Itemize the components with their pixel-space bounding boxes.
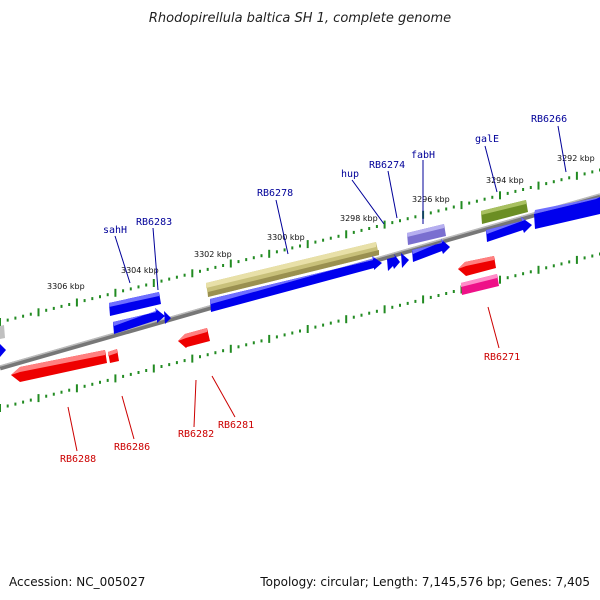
gene-label-rb6266[interactable]: RB6266 (531, 114, 567, 125)
gene-feature-rb6284[interactable] (164, 311, 171, 324)
gene-label-rb6282[interactable]: RB6282 (178, 429, 214, 440)
gene-label-rb6286[interactable]: RB6286 (114, 442, 150, 453)
scale-label: 3294 kbp (486, 176, 524, 185)
gene-label-rb6281[interactable]: RB6281 (218, 420, 254, 431)
gene-feature-rb6273[interactable] (412, 239, 450, 262)
gene-feature-hup[interactable] (387, 254, 400, 271)
gene-label-sahh[interactable]: sahH (103, 225, 127, 236)
gene-feature-fabh[interactable] (407, 224, 446, 245)
gene-feature-rb6266[interactable] (534, 197, 600, 229)
gene-feature-edge-left[interactable] (0, 325, 6, 357)
reverse-gene-labels: RB6271 RB6281 RB6282 RB6286 RB6288 (60, 352, 520, 465)
gene-feature-rb6268[interactable] (486, 217, 532, 242)
gene-label-hup[interactable]: hup (341, 169, 359, 180)
gene-label-rb6288[interactable]: RB6288 (60, 454, 96, 465)
gene-label-fabh[interactable]: fabH (411, 150, 435, 161)
scale-label: 3302 kbp (194, 250, 232, 259)
genome-title: Rhodopirellula baltica SH 1, complete ge… (149, 11, 451, 26)
gene-feature-sahh[interactable] (109, 292, 161, 316)
reverse-scale-track (0, 252, 600, 412)
scale-label: 3296 kbp (412, 195, 450, 204)
reverse-strand-genes (11, 256, 499, 382)
gene-feature-rb6278-khaki[interactable] (206, 242, 379, 297)
scale-label: 3300 kbp (267, 233, 305, 242)
gene-feature-rb6278[interactable] (210, 256, 382, 312)
accession-text: Accession: NC_005027 (9, 575, 145, 589)
scale-label: 3298 kbp (340, 214, 378, 223)
scale-label: 3304 kbp (121, 266, 159, 275)
gene-label-rb6283[interactable]: RB6283 (136, 217, 172, 228)
scale-labels: 3292 kbp 3294 kbp 3296 kbp 3298 kbp 3300… (47, 154, 595, 291)
forward-scale-track (0, 168, 600, 326)
gene-feature-rb6274[interactable] (401, 253, 409, 268)
gene-label-rb6274[interactable]: RB6274 (369, 160, 405, 171)
gene-label-rb6278[interactable]: RB6278 (257, 188, 293, 199)
scale-label: 3306 kbp (47, 282, 85, 291)
forward-strand-genes (0, 197, 600, 357)
genome-summary-text: Topology: circular; Length: 7,145,576 bp… (259, 575, 590, 589)
gene-feature-rb6271[interactable] (461, 274, 499, 295)
gene-feature-rb6283[interactable] (113, 308, 165, 334)
gene-feature-gale[interactable] (481, 200, 528, 224)
scale-label: 3292 kbp (557, 154, 595, 163)
gene-feature-rb6288[interactable] (11, 350, 107, 382)
forward-gene-labels: RB6266 galE fabH RB6274 hup RB6278 RB628… (103, 114, 567, 236)
gene-feature-rb6270[interactable] (458, 256, 496, 276)
label-leaders (67, 125, 567, 452)
gene-label-gale[interactable]: galE (475, 134, 499, 145)
gene-feature-rb6286[interactable] (108, 349, 119, 363)
gene-label-rb6271[interactable]: RB6271 (484, 352, 520, 363)
gene-feature-rb6281[interactable] (178, 328, 210, 348)
